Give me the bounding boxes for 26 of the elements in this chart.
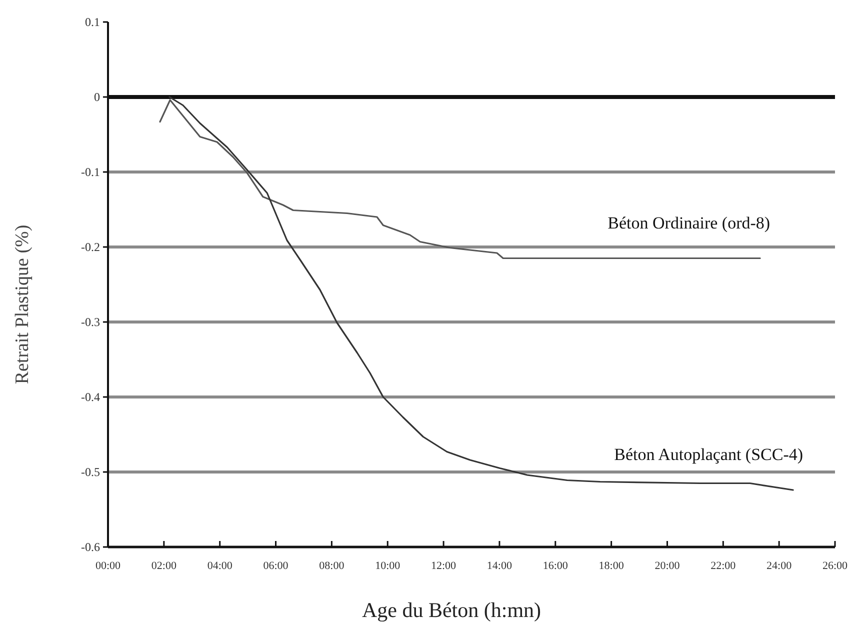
x-tick-label: 14:00 [486,560,512,572]
y-tick-label: -0.1 [81,165,100,180]
y-tick-label: -0.5 [81,465,100,480]
y-axis-title: Retrait Plastique (%) [12,224,33,384]
x-tick-label: 06:00 [263,560,289,572]
x-tick-label: 12:00 [431,560,457,572]
y-tick-label: -0.2 [81,240,100,254]
series-label: Béton Ordinaire (ord-8) [608,213,770,232]
x-tick-label: 20:00 [654,560,680,572]
y-tick-label: -0.4 [81,390,100,404]
x-tick-label: 00:00 [95,560,122,572]
x-tick-label: 24:00 [766,560,792,572]
y-tick-label: 0.1 [85,15,100,30]
y-tick-label: -0.6 [81,540,100,554]
x-tick-label: 10:00 [375,560,401,572]
x-tick-label: 16:00 [542,560,568,572]
x-tick-label: 26:00 [822,560,848,572]
x-tick-label: 18:00 [598,560,624,572]
series-label: Béton Autoplaçant (SCC-4) [614,445,804,464]
x-tick-label: 08:00 [319,560,345,572]
x-tick-label: 04:00 [207,560,233,572]
y-tick-label: 0 [94,90,100,104]
x-axis-title: Age du Béton (h:mn) [362,598,542,622]
x-tick-label: 22:00 [710,560,736,572]
x-tick-label: 02:00 [151,560,177,572]
y-tick-label: -0.3 [81,315,100,330]
